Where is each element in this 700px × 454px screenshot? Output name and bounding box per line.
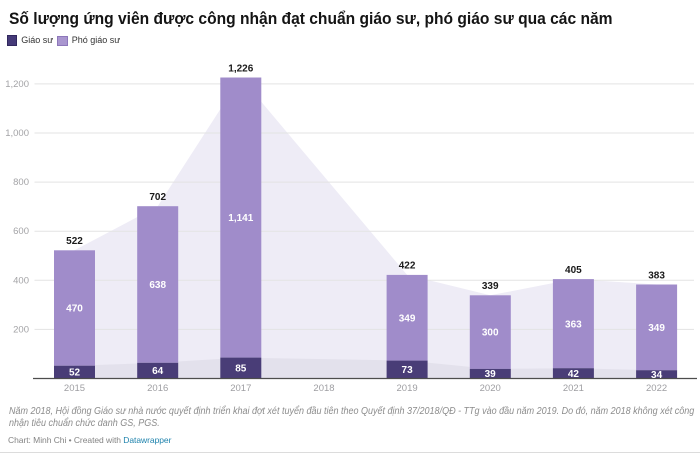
svg-text:34: 34 xyxy=(651,370,663,381)
svg-text:2016: 2016 xyxy=(147,383,168,394)
svg-text:73: 73 xyxy=(402,365,414,376)
svg-text:349: 349 xyxy=(648,323,665,334)
svg-text:300: 300 xyxy=(482,328,499,339)
svg-text:85: 85 xyxy=(235,364,247,375)
svg-text:52: 52 xyxy=(69,368,81,379)
svg-text:363: 363 xyxy=(565,319,582,330)
svg-text:200: 200 xyxy=(13,324,29,335)
svg-text:422: 422 xyxy=(399,261,416,272)
svg-text:2015: 2015 xyxy=(64,383,85,394)
svg-text:42: 42 xyxy=(568,369,580,380)
svg-text:522: 522 xyxy=(66,236,83,247)
svg-text:64: 64 xyxy=(152,366,164,377)
svg-text:2021: 2021 xyxy=(563,383,584,394)
svg-text:2020: 2020 xyxy=(480,383,501,394)
svg-text:2017: 2017 xyxy=(230,383,251,394)
svg-text:702: 702 xyxy=(149,192,166,203)
svg-text:1,226: 1,226 xyxy=(228,63,253,74)
svg-text:400: 400 xyxy=(13,275,29,286)
svg-text:1,000: 1,000 xyxy=(5,128,29,139)
svg-text:339: 339 xyxy=(482,281,499,292)
svg-text:383: 383 xyxy=(648,270,665,281)
svg-text:800: 800 xyxy=(13,177,29,188)
svg-text:1,141: 1,141 xyxy=(228,213,253,224)
svg-text:638: 638 xyxy=(149,280,166,291)
svg-text:2019: 2019 xyxy=(397,383,418,394)
svg-text:600: 600 xyxy=(13,226,29,237)
svg-text:2018: 2018 xyxy=(313,383,334,394)
svg-text:470: 470 xyxy=(66,304,83,315)
svg-text:39: 39 xyxy=(485,369,497,380)
svg-text:349: 349 xyxy=(399,313,416,324)
svg-text:405: 405 xyxy=(565,265,582,276)
svg-text:1,200: 1,200 xyxy=(5,79,29,90)
svg-text:2022: 2022 xyxy=(646,383,667,394)
